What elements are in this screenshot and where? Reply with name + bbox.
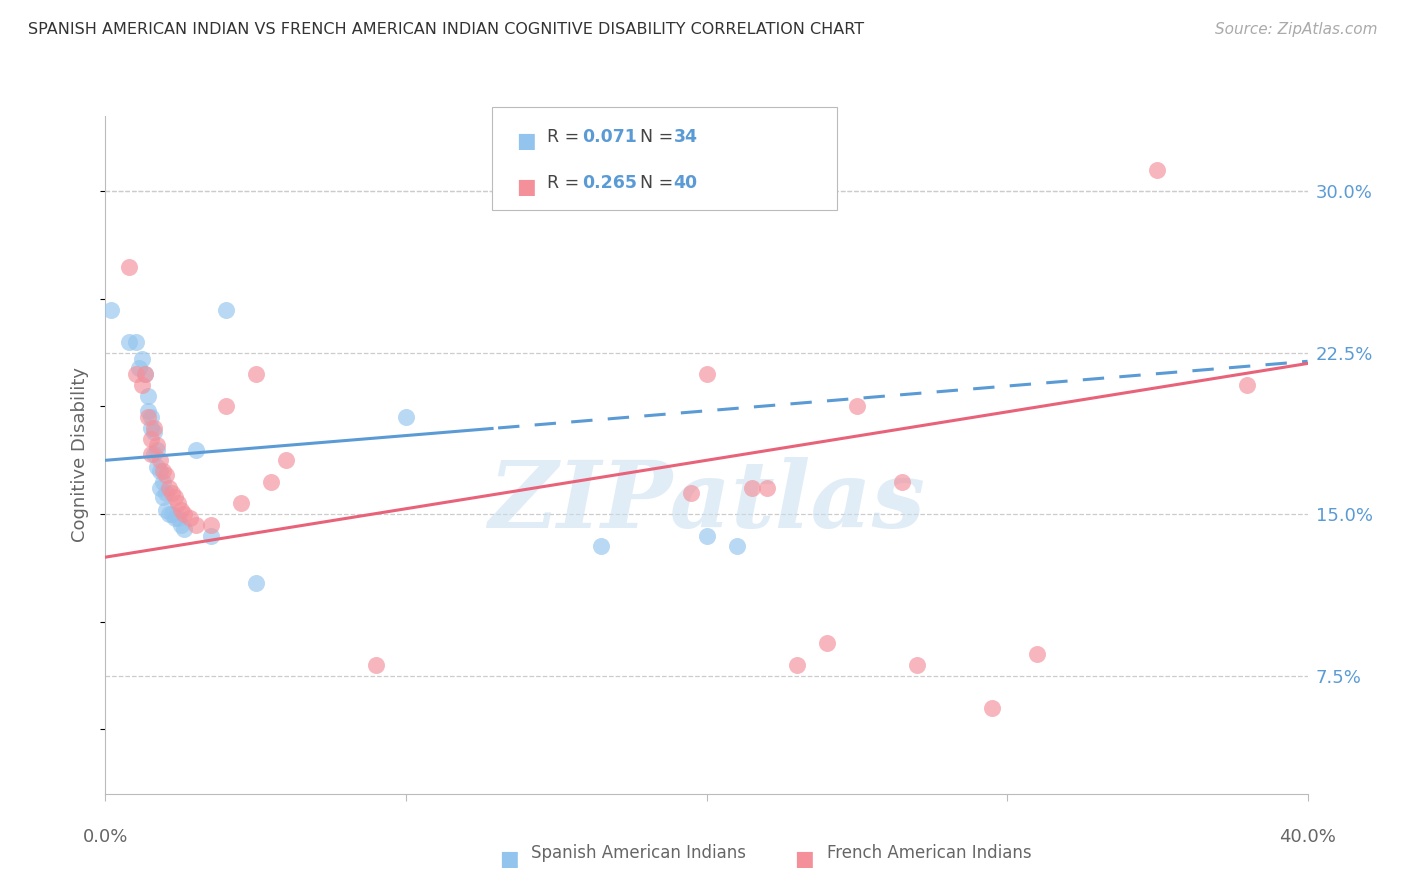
Point bbox=[163, 490, 186, 504]
Point bbox=[166, 511, 188, 525]
Point bbox=[155, 485, 177, 500]
Point bbox=[169, 503, 191, 517]
Point bbox=[148, 453, 170, 467]
Point bbox=[152, 475, 174, 489]
Point bbox=[905, 657, 928, 672]
Point bbox=[173, 522, 195, 536]
Text: R =: R = bbox=[547, 174, 585, 192]
Point bbox=[179, 511, 201, 525]
Text: 40.0%: 40.0% bbox=[1279, 829, 1336, 847]
Point bbox=[395, 410, 418, 425]
Point bbox=[155, 468, 177, 483]
Point bbox=[128, 360, 150, 375]
Point bbox=[139, 447, 162, 461]
Point bbox=[184, 442, 207, 457]
Point bbox=[145, 459, 167, 474]
Point bbox=[163, 511, 186, 525]
Text: N =: N = bbox=[640, 128, 679, 146]
Text: Spanish American Indians: Spanish American Indians bbox=[531, 844, 747, 862]
Point bbox=[214, 302, 236, 317]
Y-axis label: Cognitive Disability: Cognitive Disability bbox=[72, 368, 90, 542]
Point bbox=[160, 485, 183, 500]
Point bbox=[184, 517, 207, 532]
Text: ■: ■ bbox=[794, 849, 814, 869]
Point bbox=[245, 368, 267, 382]
Point bbox=[260, 475, 283, 489]
Point bbox=[364, 657, 387, 672]
Point bbox=[166, 496, 188, 510]
Point bbox=[145, 438, 167, 452]
Point bbox=[139, 432, 162, 446]
Text: ZIPatlas: ZIPatlas bbox=[488, 458, 925, 548]
Point bbox=[155, 503, 177, 517]
Point bbox=[124, 334, 146, 349]
Point bbox=[890, 475, 912, 489]
Point bbox=[142, 447, 165, 461]
Text: ■: ■ bbox=[516, 177, 536, 196]
Text: 0.0%: 0.0% bbox=[83, 829, 128, 847]
Point bbox=[118, 334, 141, 349]
Point bbox=[1146, 162, 1168, 177]
Text: 0.071: 0.071 bbox=[582, 128, 637, 146]
Text: 0.265: 0.265 bbox=[582, 174, 637, 192]
Point bbox=[124, 368, 146, 382]
Point bbox=[134, 368, 156, 382]
Point bbox=[1236, 378, 1258, 392]
Point bbox=[591, 540, 613, 554]
Text: French American Indians: French American Indians bbox=[827, 844, 1032, 862]
Point bbox=[755, 481, 778, 495]
Point bbox=[131, 352, 153, 367]
Point bbox=[136, 389, 159, 403]
Point bbox=[981, 700, 1004, 714]
Text: ■: ■ bbox=[516, 131, 536, 151]
Point bbox=[245, 576, 267, 591]
Text: 34: 34 bbox=[673, 128, 697, 146]
Point bbox=[142, 425, 165, 440]
Text: R =: R = bbox=[547, 128, 585, 146]
Text: 40: 40 bbox=[673, 174, 697, 192]
Text: N =: N = bbox=[640, 174, 679, 192]
Point bbox=[136, 410, 159, 425]
Point bbox=[200, 528, 222, 542]
Point bbox=[148, 481, 170, 495]
Point bbox=[815, 636, 838, 650]
Point bbox=[136, 404, 159, 418]
Point bbox=[148, 464, 170, 478]
Point bbox=[1026, 647, 1049, 661]
Point bbox=[214, 400, 236, 414]
Point bbox=[142, 421, 165, 435]
Point bbox=[157, 507, 180, 521]
Text: ■: ■ bbox=[499, 849, 519, 869]
Point bbox=[152, 464, 174, 478]
Point bbox=[134, 368, 156, 382]
Point bbox=[786, 657, 808, 672]
Point bbox=[157, 481, 180, 495]
Point bbox=[160, 507, 183, 521]
Text: Source: ZipAtlas.com: Source: ZipAtlas.com bbox=[1215, 22, 1378, 37]
Point bbox=[131, 378, 153, 392]
Point bbox=[741, 481, 763, 495]
Point bbox=[169, 517, 191, 532]
Point bbox=[139, 421, 162, 435]
Point bbox=[118, 260, 141, 274]
Point bbox=[152, 490, 174, 504]
Point bbox=[696, 528, 718, 542]
Point bbox=[139, 410, 162, 425]
Point bbox=[274, 453, 297, 467]
Point bbox=[145, 442, 167, 457]
Point bbox=[681, 485, 703, 500]
Point bbox=[845, 400, 868, 414]
Point bbox=[200, 517, 222, 532]
Point bbox=[173, 507, 195, 521]
Point bbox=[725, 540, 748, 554]
Point bbox=[229, 496, 252, 510]
Text: SPANISH AMERICAN INDIAN VS FRENCH AMERICAN INDIAN COGNITIVE DISABILITY CORRELATI: SPANISH AMERICAN INDIAN VS FRENCH AMERIC… bbox=[28, 22, 865, 37]
Point bbox=[100, 302, 122, 317]
Point bbox=[696, 368, 718, 382]
